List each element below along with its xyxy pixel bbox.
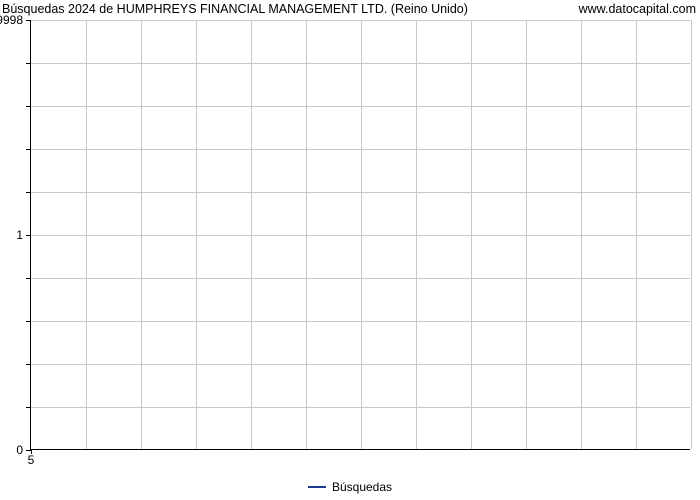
gridline-vertical (416, 20, 417, 449)
gridline-vertical (251, 20, 252, 449)
gridline-vertical (306, 20, 307, 449)
plot-area: 011.99999999999999985 (30, 20, 690, 450)
y-axis-label: 0 (16, 443, 23, 457)
y-tick (26, 321, 31, 322)
chart-title-row: Búsquedas 2024 de HUMPHREYS FINANCIAL MA… (0, 2, 700, 16)
gridline-vertical (636, 20, 637, 449)
legend: Búsquedas (0, 480, 700, 494)
y-tick (26, 106, 31, 107)
gridline-vertical (196, 20, 197, 449)
y-tick (26, 20, 31, 21)
y-tick (26, 192, 31, 193)
gridline-vertical (526, 20, 527, 449)
y-tick (26, 149, 31, 150)
y-tick (26, 278, 31, 279)
y-tick (26, 63, 31, 64)
x-axis-label: 5 (28, 453, 35, 467)
gridline-vertical (471, 20, 472, 449)
legend-label: Búsquedas (332, 480, 392, 494)
y-tick (26, 235, 31, 236)
gridline-vertical (141, 20, 142, 449)
gridline-vertical (86, 20, 87, 449)
y-axis-label: 1 (16, 228, 23, 242)
gridline-vertical (691, 20, 692, 449)
chart-container: Búsquedas 2024 de HUMPHREYS FINANCIAL MA… (0, 0, 700, 500)
legend-swatch (308, 486, 326, 488)
y-tick (26, 407, 31, 408)
chart-source: www.datocapital.com (579, 2, 696, 16)
gridline-vertical (361, 20, 362, 449)
y-axis-label: 1.9999999999999998 (0, 13, 23, 27)
y-tick (26, 364, 31, 365)
chart-title: Búsquedas 2024 de HUMPHREYS FINANCIAL MA… (2, 2, 468, 16)
gridline-vertical (581, 20, 582, 449)
